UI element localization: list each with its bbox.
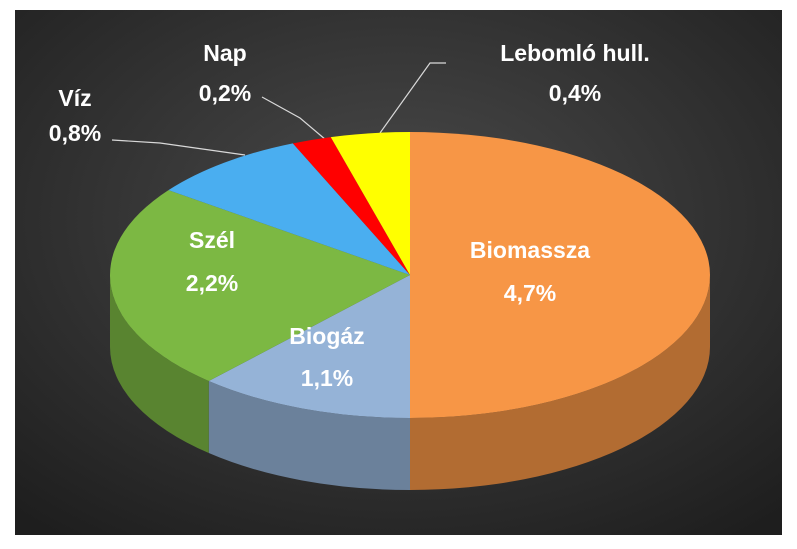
slice-side — [208, 381, 410, 490]
slice — [168, 143, 410, 275]
slice-label: Nap — [203, 40, 246, 66]
slice — [410, 132, 710, 418]
value-label: 1,1% — [301, 365, 353, 391]
value-label: 2,2% — [186, 270, 238, 296]
slice-label: Biogáz — [289, 323, 364, 349]
slice-label: Lebomló hull. — [500, 40, 650, 66]
leader-line — [379, 62, 446, 134]
value-label: 4,7% — [504, 280, 556, 306]
slice-side — [410, 275, 710, 490]
slice-side — [110, 275, 209, 454]
leader-line — [111, 139, 246, 156]
leader-lines — [111, 62, 446, 156]
slice-label: Biomassza — [470, 237, 590, 263]
value-label: 0,4% — [549, 80, 601, 106]
slice — [208, 275, 410, 418]
slice-label: Szél — [189, 227, 235, 253]
value-label: 0,2% — [199, 80, 251, 106]
slice — [292, 137, 410, 275]
leader-line — [261, 96, 327, 141]
slice — [110, 190, 411, 382]
slice-label: Víz — [58, 85, 91, 111]
slice — [330, 132, 410, 275]
value-label: 0,8% — [49, 120, 101, 146]
